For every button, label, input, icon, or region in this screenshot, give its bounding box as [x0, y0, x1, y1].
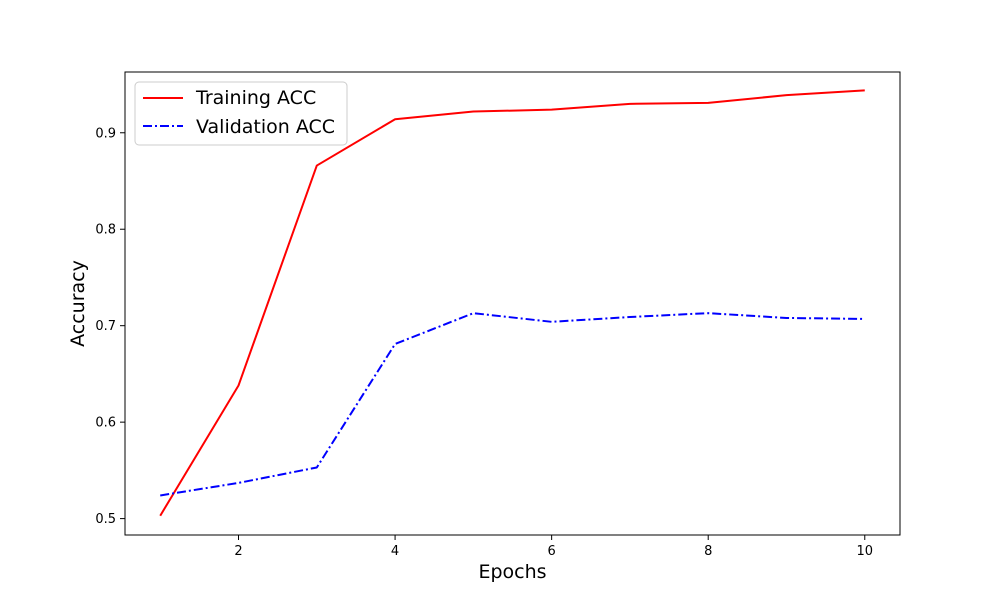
y-tick-label: 0.9: [95, 126, 116, 141]
plot-area: [159, 89, 865, 517]
legend: Training ACC Validation ACC: [134, 81, 348, 146]
x-tick-label: 8: [704, 544, 712, 559]
y-tick-label: 0.7: [95, 319, 116, 334]
x-axis-ticks: 2 4 6 8 10: [234, 535, 873, 559]
x-tick-label: 2: [234, 544, 242, 559]
x-axis-label: Epochs: [478, 561, 546, 583]
legend-label-training: Training ACC: [195, 87, 316, 109]
y-tick-label: 0.6: [95, 416, 116, 431]
y-tick-label: 0.5: [95, 512, 116, 527]
series-line-training: [159, 89, 865, 517]
y-axis-ticks: 0.5 0.6 0.7 0.8 0.9: [95, 126, 125, 527]
legend-box: [134, 81, 348, 146]
series-line-validation: [160, 312, 865, 497]
plot-frame: [124, 71, 901, 536]
legend-label-validation: Validation ACC: [196, 116, 335, 138]
x-tick-label: 4: [391, 544, 399, 559]
y-axis-label: Accuracy: [67, 260, 89, 347]
x-tick-label: 10: [856, 544, 873, 559]
x-tick-label: 6: [548, 544, 556, 559]
y-tick-label: 0.8: [95, 223, 116, 238]
